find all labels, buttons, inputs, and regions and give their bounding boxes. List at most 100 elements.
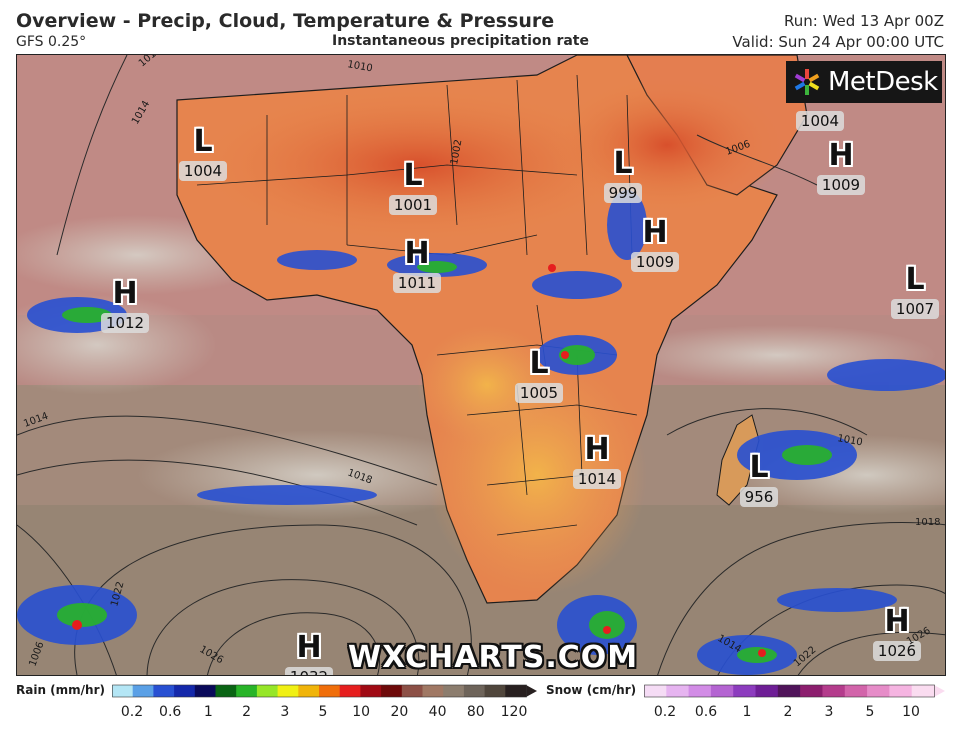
- scale-swatch: [401, 685, 423, 697]
- madagascar: [716, 414, 760, 506]
- scale-tick-label: 10: [352, 704, 371, 720]
- scale-tick-label: 80: [466, 704, 485, 720]
- scale-tick-label: 0.2: [120, 704, 144, 720]
- scale-swatch: [236, 685, 258, 697]
- metdesk-star-icon: [794, 69, 820, 95]
- pressure-value: 1026: [872, 641, 922, 661]
- scale-swatch: [822, 685, 846, 697]
- scale-tick-label: 10: [902, 704, 920, 720]
- pressure-center: H 1026: [865, 607, 929, 661]
- scale-swatch: [484, 685, 506, 697]
- scale-swatch: [422, 685, 444, 697]
- scale-swatch: [666, 685, 690, 697]
- scale-swatch: [644, 685, 667, 697]
- scale-tick-label: 40: [428, 704, 447, 720]
- scale-tick-label: 0.6: [159, 704, 182, 720]
- rain-color-scale: [112, 684, 537, 698]
- scale-tick-label: 20: [390, 704, 409, 720]
- scale-swatch: [112, 685, 134, 697]
- precipitation-areas: [17, 190, 945, 675]
- pressure-type: L: [193, 124, 213, 159]
- scale-arrow: [526, 685, 537, 697]
- scale-swatch: [298, 685, 320, 697]
- scale-swatch: [755, 685, 779, 697]
- model-label: GFS 0.25°: [16, 34, 87, 50]
- pressure-type: H: [642, 215, 668, 250]
- pressure-center: L 1004: [788, 77, 852, 131]
- scale-swatch: [710, 685, 734, 697]
- pressure-center: H 1011: [385, 239, 449, 293]
- metdesk-logo: MetDesk: [786, 61, 942, 103]
- scale-arrow: [934, 685, 945, 697]
- snow-legend-label: Snow (cm/hr): [546, 683, 637, 697]
- pressure-center: L 1007: [883, 262, 945, 319]
- pressure-value: 1001: [388, 195, 438, 215]
- scale-swatch: [443, 685, 465, 697]
- pressure-value: 1009: [816, 175, 866, 195]
- pressure-type: H: [884, 604, 910, 639]
- pressure-center: H 1009: [809, 141, 873, 195]
- scale-tick-label: 5: [318, 704, 328, 720]
- run-time: Run: Wed 13 Apr 00Z: [784, 12, 944, 30]
- scale-swatch: [733, 685, 757, 697]
- rain-scale-ticks: 0.2 0.6 1 2 3 5 10 20 40 80 120: [0, 704, 560, 724]
- scale-tick-label: 1: [742, 704, 752, 720]
- scale-swatch: [800, 685, 823, 697]
- pressure-value: 1004: [795, 111, 845, 131]
- pressure-value: 956: [739, 487, 779, 507]
- metdesk-logo-text: MetDesk: [828, 67, 938, 97]
- watermark: WXCHARTS.COM: [348, 640, 639, 675]
- scale-tick-label: 120: [500, 704, 528, 720]
- scale-swatch: [256, 685, 279, 697]
- rain-legend-label: Rain (mm/hr): [16, 683, 105, 697]
- snow-color-scale: [644, 684, 945, 698]
- scale-tick-label: 1: [203, 704, 213, 720]
- pressure-center: H 1014: [565, 435, 629, 489]
- pressure-type: H: [112, 276, 138, 311]
- scale-swatch: [381, 685, 403, 697]
- pressure-value: 1009: [630, 252, 680, 272]
- scale-tick-label: 5: [865, 704, 875, 720]
- scale-swatch: [215, 685, 237, 697]
- pressure-center: H 1032: [277, 630, 341, 675]
- pressure-value: 1014: [572, 469, 622, 489]
- scale-swatch: [339, 685, 361, 697]
- scale-swatch: [319, 685, 341, 697]
- scale-tick-label: 0.2: [653, 704, 677, 720]
- scale-swatch: [911, 685, 935, 697]
- pressure-center: H 1012: [93, 279, 157, 333]
- pressure-center: L 999: [591, 149, 655, 203]
- scale-tick-label: 3: [824, 704, 834, 720]
- pressure-value: 1011: [392, 273, 442, 293]
- pressure-type: H: [404, 236, 430, 271]
- scale-swatch: [463, 685, 486, 697]
- scale-tick-label: 0.6: [694, 704, 718, 720]
- snow-scale-ticks: 0.2 0.6 1 2 3 5 10: [0, 704, 960, 724]
- scale-swatch: [777, 685, 801, 697]
- pressure-value: 1005: [514, 383, 564, 403]
- scale-swatch: [867, 685, 890, 697]
- chart-title: Overview - Precip, Cloud, Temperature & …: [16, 10, 555, 32]
- product-label: Instantaneous precipitation rate: [332, 33, 589, 49]
- scale-swatch: [174, 685, 196, 697]
- pressure-center: L 1005: [507, 349, 571, 403]
- pressure-value: 1004: [178, 161, 228, 181]
- scale-tick-label: 3: [280, 704, 290, 720]
- pressure-type: H: [296, 630, 322, 665]
- scale-swatch: [194, 685, 216, 697]
- scale-swatch: [360, 685, 382, 697]
- pressure-type: L: [905, 262, 925, 297]
- scale-swatch: [153, 685, 175, 697]
- country-borders: [196, 74, 638, 536]
- scale-swatch: [844, 685, 868, 697]
- pressure-value: 999: [603, 183, 643, 203]
- pressure-type: H: [584, 432, 610, 467]
- pressure-center: L 1001: [381, 161, 445, 215]
- scale-swatch: [688, 685, 712, 697]
- pressure-type: H: [828, 138, 854, 173]
- pressure-center: L 956: [727, 453, 791, 507]
- weather-map[interactable]: MetDesk L 1004 L 1001 L 999 H 1009 H 101…: [16, 54, 946, 676]
- pressure-value: 1012: [100, 313, 150, 333]
- scale-swatch: [505, 685, 527, 697]
- pressure-type: L: [749, 450, 769, 485]
